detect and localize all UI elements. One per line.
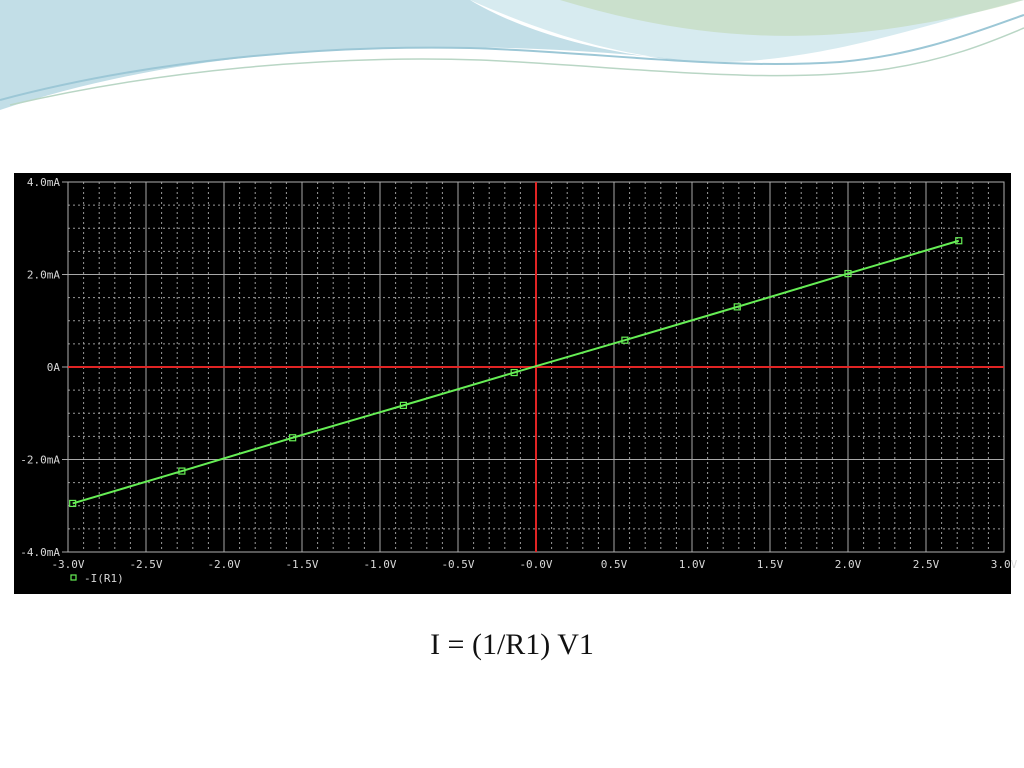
data-point bbox=[733, 303, 741, 311]
legend-label: -I(R1) bbox=[84, 572, 124, 585]
series-line bbox=[72, 239, 960, 505]
data-point bbox=[510, 368, 518, 377]
data-point bbox=[178, 467, 186, 475]
data-point bbox=[289, 434, 297, 442]
header-decoration bbox=[0, 0, 1024, 110]
data-point bbox=[621, 336, 629, 344]
x-tick-label: -0.5V bbox=[441, 558, 474, 571]
y-tick-label: 0A bbox=[47, 361, 61, 374]
y-tick-label: -2.0mA bbox=[20, 454, 60, 467]
y-tick-label: 2.0mA bbox=[27, 269, 60, 282]
data-point bbox=[955, 237, 963, 245]
x-tick-label: 2.0V bbox=[835, 558, 862, 571]
plot-background bbox=[14, 173, 1011, 594]
x-tick-label: 3.0V bbox=[991, 558, 1018, 571]
x-tick-label: -2.5V bbox=[129, 558, 162, 571]
x-tick-label: -2.0V bbox=[207, 558, 240, 571]
caption: I = (1/R1) V1 bbox=[430, 628, 594, 661]
data-point bbox=[69, 499, 77, 508]
legend-marker bbox=[70, 574, 77, 581]
x-tick-label: 1.0V bbox=[679, 558, 706, 571]
x-tick-label: -0.0V bbox=[519, 558, 552, 571]
data-point bbox=[844, 269, 852, 278]
x-tick-label: 0.5V bbox=[601, 558, 628, 571]
x-tick-label: 2.5V bbox=[913, 558, 940, 571]
plot: -3.0V -2.5V -2.0V -1.5V -1.0V -0.5V -0.0V 0.5V 1… bbox=[20, 176, 1017, 585]
data-point bbox=[399, 401, 407, 409]
x-tick-label: 1.5V bbox=[757, 558, 784, 571]
x-tick-label: -1.5V bbox=[285, 558, 318, 571]
x-tick-label: -1.0V bbox=[363, 558, 396, 571]
y-tick-label: -4.0mA bbox=[20, 546, 60, 559]
x-tick-label: -3.0V bbox=[51, 558, 84, 571]
y-tick-label: 4.0mA bbox=[27, 176, 60, 189]
